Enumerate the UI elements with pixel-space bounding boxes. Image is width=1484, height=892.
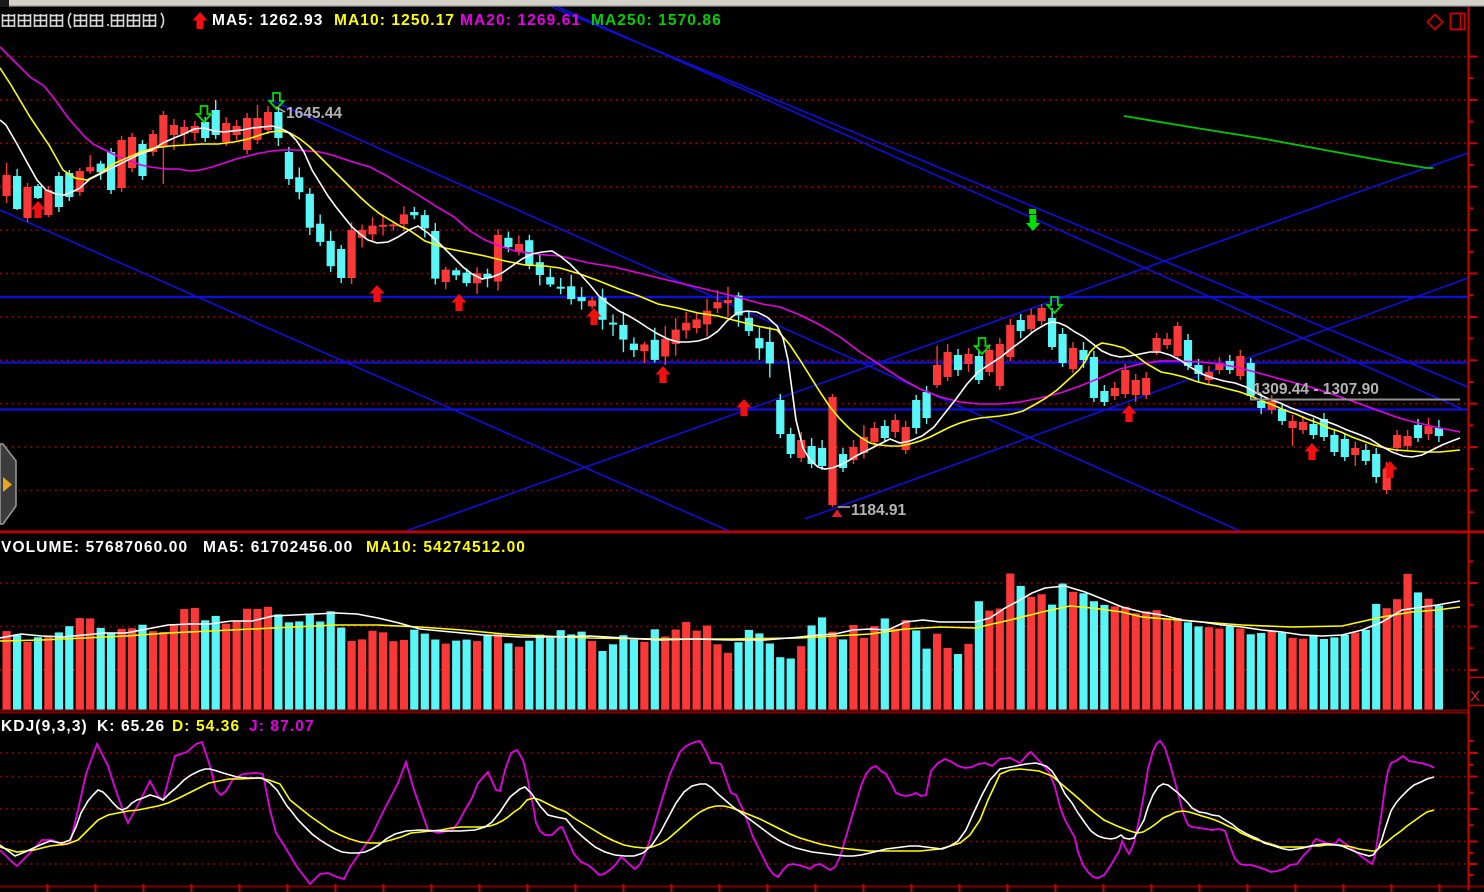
svg-text:MA5: 1262.93: MA5: 1262.93 — [212, 12, 323, 29]
svg-text:VOLUME: 57687060.00: VOLUME: 57687060.00 — [1, 539, 188, 556]
svg-text:D: 54.36: D: 54.36 — [172, 718, 240, 735]
svg-text:1184.91: 1184.91 — [851, 502, 907, 519]
svg-text:K: 65.26: K: 65.26 — [97, 718, 165, 735]
svg-text:1645.44: 1645.44 — [286, 105, 342, 122]
svg-text:J: 87.07: J: 87.07 — [249, 718, 315, 735]
svg-text:X: X — [1470, 688, 1480, 705]
svg-text:MA20: 1269.61: MA20: 1269.61 — [460, 12, 581, 29]
svg-text:MA10: 1250.17: MA10: 1250.17 — [334, 12, 455, 29]
svg-text:MA5: 61702456.00: MA5: 61702456.00 — [203, 539, 353, 556]
svg-text:MA10: 54274512.00: MA10: 54274512.00 — [366, 539, 526, 556]
svg-text:MA250: 1570.86: MA250: 1570.86 — [591, 12, 722, 29]
svg-text:1309.44 - 1307.90: 1309.44 - 1307.90 — [1253, 381, 1379, 398]
svg-text:KDJ(9,3,3): KDJ(9,3,3) — [1, 718, 88, 735]
